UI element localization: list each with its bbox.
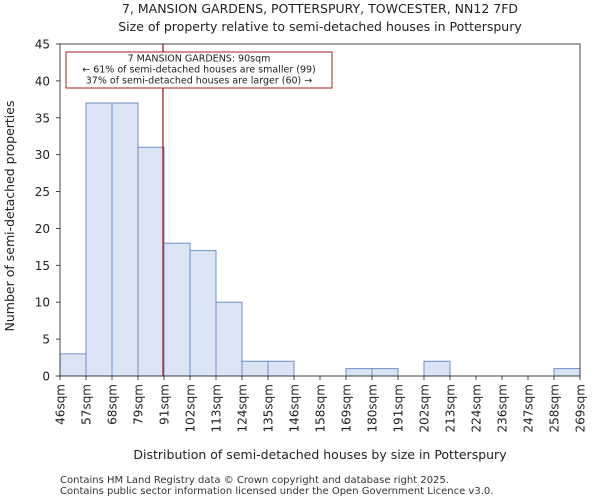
x-tick-label-158sqm: 158sqm (314, 384, 328, 432)
y-axis-ticks: 0 5 10 15 20 25 30 35 40 45 (35, 38, 60, 384)
y-tick-label: 0 (42, 370, 50, 384)
bar-124sqm (241, 360, 269, 377)
bar-68sqm (111, 102, 139, 377)
annotation-box-frame (65, 51, 333, 89)
x-tick-label-113sqm: 113sqm (210, 384, 224, 432)
y-tick-label: 40 (35, 74, 50, 88)
y-tick-label: 45 (35, 38, 50, 52)
y-tick-label: 20 (35, 222, 50, 236)
bar-102sqm (189, 250, 217, 377)
x-tick-label-57sqm: 57sqm (80, 384, 94, 425)
x-tick-label-79sqm: 79sqm (132, 384, 146, 425)
y-tick-label: 30 (35, 148, 50, 162)
bar-202sqm (423, 360, 451, 377)
bar-169sqm (345, 368, 373, 377)
bar-79sqm (137, 146, 165, 377)
x-tick-label-91sqm: 91sqm (158, 384, 172, 425)
x-tick-label-146sqm: 146sqm (288, 384, 302, 432)
plot-frame (59, 43, 581, 377)
x-tick-label-46sqm: 46sqm (54, 384, 68, 425)
x-tick-label-224sqm: 224sqm (470, 384, 484, 432)
y-axis-label: Number of semi-detached properties (2, 101, 17, 332)
footer-line-1: Contains HM Land Registry data © Crown c… (60, 475, 449, 486)
y-tick-label: 35 (35, 111, 50, 125)
bar-180sqm (371, 368, 399, 377)
x-tick-label-135sqm: 135sqm (262, 384, 276, 432)
x-tick-label-236sqm: 236sqm (496, 384, 510, 432)
annotation-box: 7 MANSION GARDENS: 90sqm ← 61% of semi-d… (65, 51, 333, 89)
y-tick-label: 10 (35, 296, 50, 310)
bar-135sqm (267, 360, 295, 377)
x-axis-label: Distribution of semi-detached houses by … (133, 447, 507, 462)
x-tick-label-169sqm: 169sqm (340, 384, 354, 432)
footer-line-2: Contains public sector information licen… (60, 486, 493, 497)
x-tick-label-180sqm: 180sqm (366, 384, 380, 432)
bars-group (59, 102, 581, 377)
bar-57sqm (85, 102, 113, 377)
x-tick-label-258sqm: 258sqm (548, 384, 562, 432)
bar-91sqm (163, 242, 191, 377)
x-tick-label-269sqm: 269sqm (574, 384, 588, 432)
bar-258sqm (553, 368, 581, 377)
chart-subtitle: Size of property relative to semi-detach… (118, 19, 522, 34)
y-tick-label: 15 (35, 259, 50, 273)
bar-46sqm (59, 353, 87, 377)
x-tick-label-202sqm: 202sqm (418, 384, 432, 432)
chart-title: 7, MANSION GARDENS, POTTERSPURY, TOWCEST… (122, 1, 518, 16)
x-tick-label-213sqm: 213sqm (444, 384, 458, 432)
annotation-line-1: 7 MANSION GARDENS: 90sqm (128, 54, 271, 65)
annotation-line-2: ← 61% of semi-detached houses are smalle… (82, 65, 316, 76)
y-tick-label: 25 (35, 185, 50, 199)
x-tick-label-191sqm: 191sqm (392, 384, 406, 432)
x-axis-ticks: 46sqm 57sqm 68sqm 79sqm 91sqm 102sqm 113sqm 124… (54, 376, 588, 432)
bar-113sqm (215, 301, 243, 377)
annotation-line-3: 37% of semi-detached houses are larger (… (86, 76, 313, 87)
x-tick-label-124sqm: 124sqm (236, 384, 250, 432)
y-tick-label: 5 (42, 333, 50, 347)
x-tick-label-102sqm: 102sqm (184, 384, 198, 432)
x-tick-label-247sqm: 247sqm (522, 384, 536, 432)
x-tick-label-68sqm: 68sqm (106, 384, 120, 425)
